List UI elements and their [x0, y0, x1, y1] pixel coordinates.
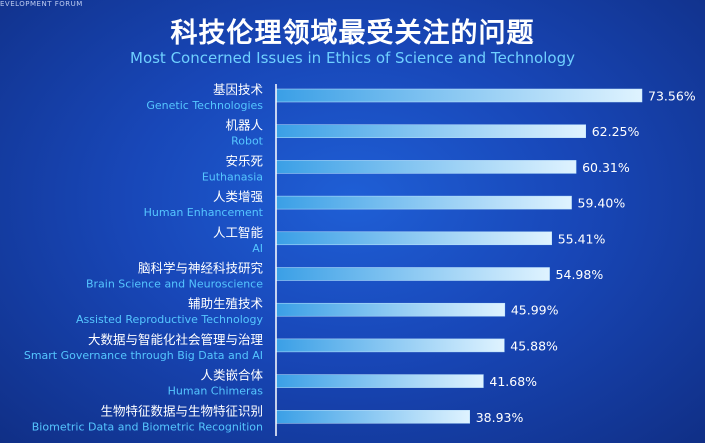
bar-value-label: 45.88% [510, 338, 558, 353]
category-label-chinese: 人类增强 [213, 189, 264, 204]
bar-value-label: 59.40% [578, 196, 626, 211]
category-label-chinese: 人类嵌合体 [200, 368, 263, 383]
chart-title-chinese: 科技伦理领域最受关注的问题 [170, 18, 535, 49]
bar [275, 302, 506, 317]
category-label-chinese: 安乐死 [225, 153, 263, 168]
category-label-chinese: 大数据与智能化社会管理与治理 [88, 332, 264, 347]
bar-value-label: 45.99% [511, 303, 559, 318]
chart-title-english: Most Concerned Issues in Ethics of Scien… [130, 49, 575, 67]
category-label-english: Biometric Data and Biometric Recognition [32, 420, 263, 433]
bar-value-label: 62.25% [592, 124, 640, 139]
bar [275, 338, 505, 353]
bar-value-label: 38.93% [476, 410, 524, 425]
event-banner-label: EVELOPMENT FORUM [0, 0, 83, 8]
bar-value-label: 41.68% [489, 374, 537, 389]
bar [275, 124, 586, 138]
bar [275, 374, 484, 388]
bar [275, 195, 572, 210]
bar [275, 88, 643, 103]
category-label-chinese: 脑科学与神经科技研究 [138, 261, 264, 276]
category-label-english: Brain Science and Neuroscience [86, 278, 263, 291]
bar-value-label: 60.31% [582, 160, 630, 175]
category-label-english: Human Chimeras [168, 385, 264, 398]
bar [275, 267, 550, 281]
category-label-english: Assisted Reproductive Technology [76, 313, 263, 326]
category-label-chinese: 基因技术 [213, 82, 264, 97]
category-label-chinese: 生物特征数据与生物特征识别 [100, 403, 263, 418]
category-label-english: Robot [231, 135, 264, 148]
bar [275, 410, 470, 424]
bar [275, 160, 577, 174]
category-label-chinese: 辅助生殖技术 [188, 296, 264, 311]
category-label-english: Human Enhancement [144, 206, 264, 219]
bar [275, 231, 552, 246]
category-label-chinese: 机器人 [225, 118, 263, 133]
bar-value-label: 54.98% [556, 267, 604, 282]
category-label-chinese: 人工智能 [213, 225, 264, 240]
category-label-english: Genetic Technologies [146, 99, 263, 112]
bar-value-label: 73.56% [648, 89, 696, 104]
bar-value-label: 55.41% [558, 231, 606, 246]
category-label-english: Smart Governance through Big Data and AI [24, 349, 263, 362]
category-label-english: AI [252, 242, 263, 255]
category-label-english: Euthanasia [202, 170, 263, 183]
